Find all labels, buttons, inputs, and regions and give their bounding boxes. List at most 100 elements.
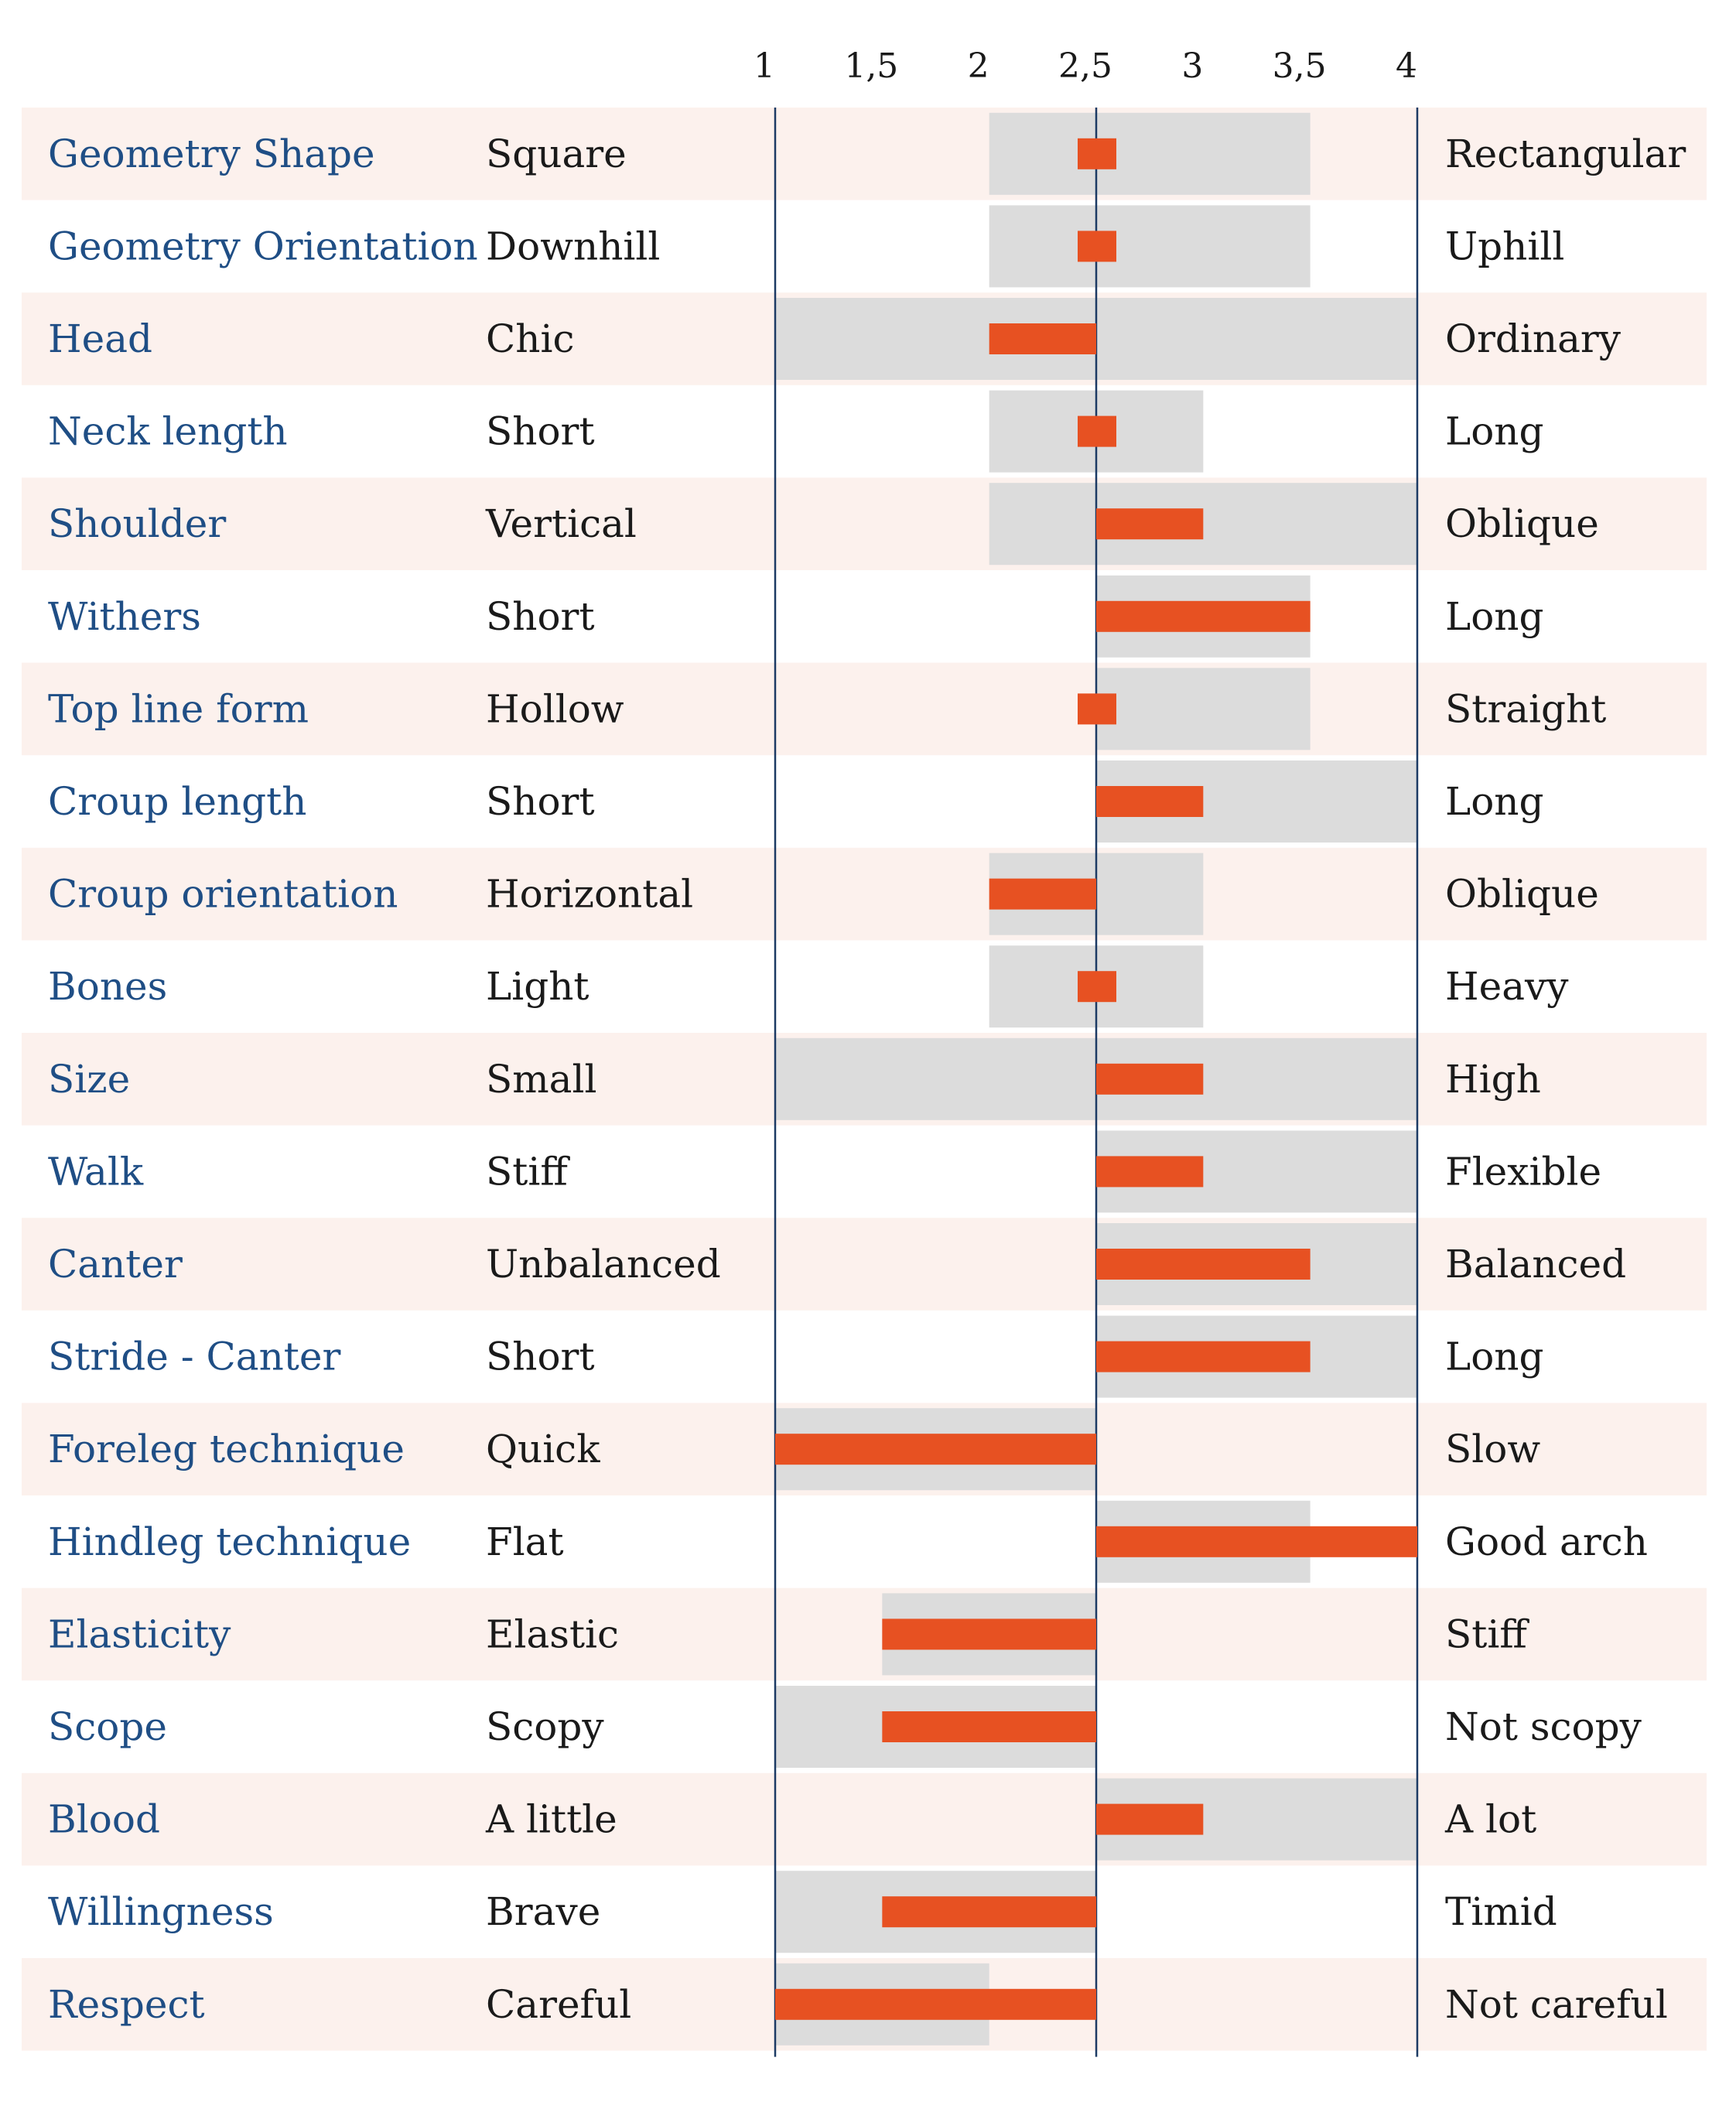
value-bar — [882, 1896, 1096, 1928]
value-bar — [775, 1434, 1096, 1465]
low-pole-label: Small — [486, 1057, 596, 1102]
x-tick-label: 4 — [1396, 46, 1417, 86]
low-pole-label: Short — [486, 409, 595, 454]
high-pole-label: Uphill — [1445, 224, 1564, 268]
high-pole-label: Rectangular — [1445, 132, 1686, 176]
low-pole-label: Hollow — [486, 686, 624, 731]
x-tick-label: 3 — [1181, 46, 1203, 86]
trait-label: Willingness — [48, 1889, 274, 1934]
trait-label: Geometry Orientation — [48, 224, 478, 268]
high-pole-label: Heavy — [1445, 964, 1569, 1009]
trait-label: Geometry Shape — [48, 132, 375, 176]
value-bar — [1078, 971, 1116, 1003]
x-tick-label: 2,5 — [1058, 46, 1112, 86]
low-pole-label: Light — [486, 964, 589, 1009]
high-pole-label: Stiff — [1445, 1612, 1529, 1656]
value-bar — [1096, 1803, 1204, 1835]
trait-label: Stride - Canter — [48, 1335, 340, 1379]
trait-label: Croup orientation — [48, 872, 398, 917]
value-bar — [989, 323, 1096, 354]
high-pole-label: Slow — [1445, 1427, 1540, 1471]
trait-label: Head — [48, 316, 152, 361]
value-bar — [989, 878, 1096, 910]
low-pole-label: Quick — [486, 1427, 600, 1471]
value-bar — [1078, 415, 1116, 447]
low-pole-label: Short — [486, 779, 595, 824]
trait-label: Neck length — [48, 409, 288, 454]
range-box — [989, 112, 1311, 195]
range-box — [1096, 668, 1311, 750]
low-pole-label: Unbalanced — [486, 1242, 721, 1287]
trait-label: Canter — [48, 1242, 183, 1287]
low-pole-label: Stiff — [486, 1149, 570, 1194]
low-pole-label: Scopy — [486, 1704, 604, 1749]
trait-label: Respect — [48, 1982, 205, 2027]
row-band — [22, 477, 1707, 570]
high-pole-label: Oblique — [1445, 872, 1599, 917]
high-pole-label: Long — [1445, 779, 1544, 824]
low-pole-label: Short — [486, 1335, 595, 1379]
value-bar — [1096, 1341, 1311, 1372]
trait-label: Top line form — [48, 686, 309, 731]
range-box — [989, 205, 1311, 288]
value-bar — [1078, 231, 1116, 262]
low-pole-label: Square — [486, 132, 627, 176]
high-pole-label: Not careful — [1445, 1982, 1668, 2027]
trait-label: Croup length — [48, 779, 306, 824]
row-band — [22, 1772, 1707, 1866]
x-tick-label: 3,5 — [1273, 46, 1327, 86]
high-pole-label: A lot — [1444, 1797, 1536, 1842]
high-pole-label: Long — [1445, 1335, 1544, 1379]
value-bar — [775, 1988, 1096, 2020]
trait-label: Hindleg technique — [48, 1519, 411, 1564]
high-pole-label: Ordinary — [1445, 316, 1622, 361]
low-pole-label: Short — [486, 594, 595, 639]
high-pole-label: Not scopy — [1445, 1704, 1642, 1749]
value-bar — [1096, 600, 1311, 632]
trait-label: Withers — [48, 594, 201, 639]
high-pole-label: Long — [1445, 409, 1544, 454]
trait-label: Elasticity — [48, 1612, 231, 1656]
value-bar — [1096, 1249, 1311, 1280]
high-pole-label: Good arch — [1445, 1519, 1648, 1564]
low-pole-label: Brave — [486, 1889, 600, 1934]
trait-label: Scope — [48, 1704, 167, 1749]
x-tick-label: 1,5 — [844, 46, 898, 86]
x-tick-labels: 1 1,5 2 2,5 3 3,5 4 — [754, 46, 1417, 86]
row-band — [22, 662, 1707, 756]
value-bar — [1078, 138, 1116, 169]
low-pole-label: Horizontal — [486, 872, 693, 917]
value-bar — [1096, 786, 1204, 817]
row-band — [22, 108, 1707, 200]
x-tick-label: 1 — [754, 46, 775, 86]
value-bar — [882, 1618, 1096, 1650]
x-tick-label: 2 — [968, 46, 989, 86]
trait-label: Size — [48, 1057, 130, 1102]
low-pole-label: Downhill — [486, 224, 660, 268]
value-bar — [1096, 1156, 1204, 1188]
row-band — [22, 1218, 1707, 1311]
value-bar — [1096, 508, 1204, 540]
row-labels: Geometry Shape Square Rectangular Geometry … — [48, 132, 1686, 2027]
low-pole-label: Careful — [486, 1982, 631, 2027]
value-bar — [1096, 1526, 1417, 1557]
high-pole-label: Balanced — [1445, 1242, 1626, 1287]
value-bar — [1096, 1063, 1204, 1095]
low-pole-label: Elastic — [486, 1612, 619, 1656]
trait-label: Blood — [48, 1797, 160, 1842]
low-pole-label: Flat — [486, 1519, 564, 1564]
low-pole-label: Vertical — [485, 501, 637, 546]
row-band — [22, 1588, 1707, 1681]
trait-label: Shoulder — [48, 501, 226, 546]
low-pole-label: A little — [485, 1797, 617, 1842]
high-pole-label: Flexible — [1445, 1149, 1601, 1194]
high-pole-label: Timid — [1445, 1889, 1557, 1934]
value-bar — [1078, 693, 1116, 725]
high-pole-label: Long — [1445, 594, 1544, 639]
value-bars — [775, 138, 1417, 2020]
trait-label: Bones — [48, 964, 167, 1009]
row-band — [22, 847, 1707, 941]
high-pole-label: Straight — [1445, 686, 1606, 731]
trait-label: Walk — [48, 1149, 144, 1194]
high-pole-label: High — [1445, 1057, 1541, 1102]
